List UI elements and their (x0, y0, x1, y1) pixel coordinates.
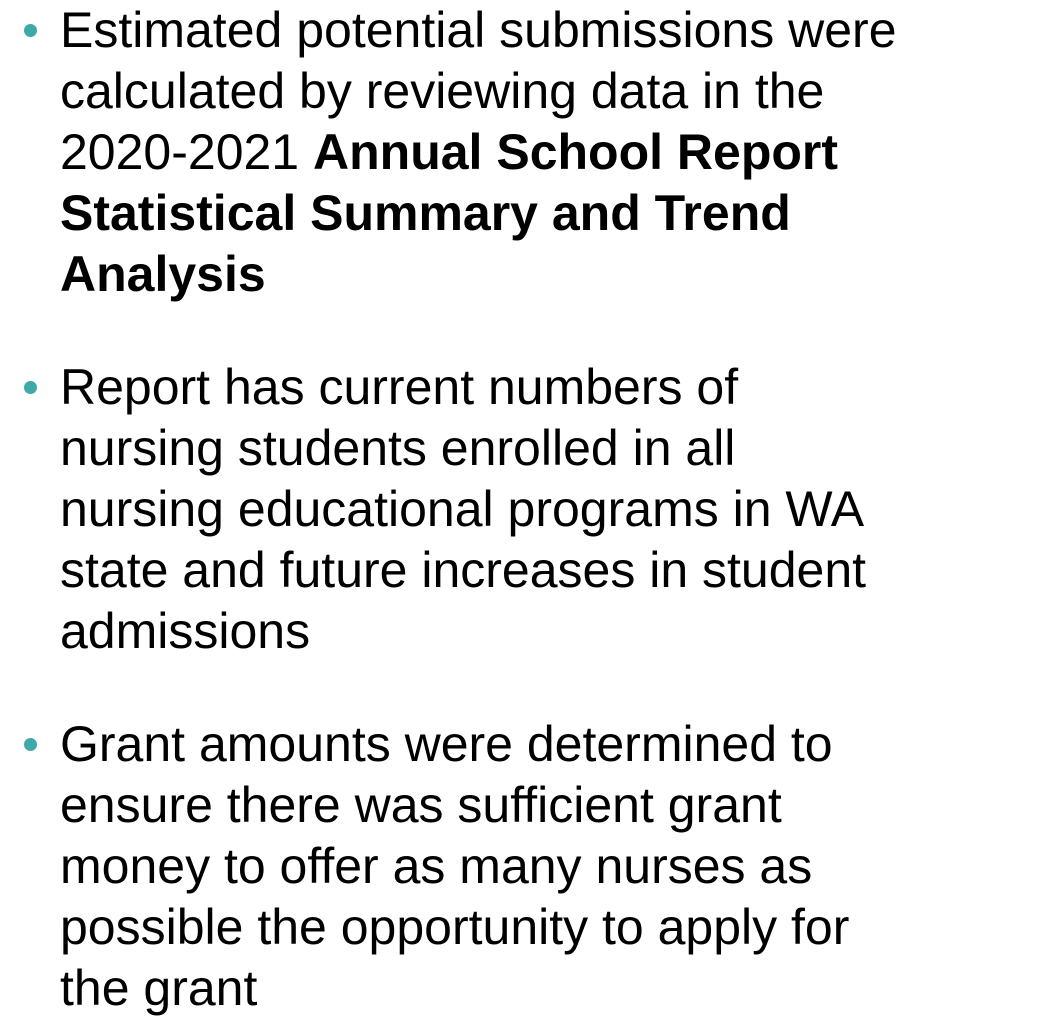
text-line: Analysis (60, 244, 1057, 305)
text-line: money to offer as many nurses as (60, 836, 1057, 897)
text-line: Statistical Summary and Trend (60, 183, 1057, 244)
text-line: Grant amounts were determined to (60, 714, 1057, 775)
bold-text: Annual School Report (313, 124, 839, 180)
text-line: nursing students enrolled in all (60, 418, 1057, 479)
text: nursing students enrolled in all (60, 420, 736, 476)
bullet-dot (24, 738, 37, 751)
text: Grant amounts were determined to (60, 716, 833, 772)
text-line: ensure there was sufficient grant (60, 775, 1057, 836)
text: 2020-2021 (60, 124, 314, 180)
bullet-item: Report has current numbers of nursing stu… (0, 357, 1057, 662)
text: calculated by reviewing data in the (60, 63, 825, 119)
text-line: 2020-2021 Annual School Report (60, 122, 1057, 183)
text: money to offer as many nurses as (60, 838, 813, 894)
text-line: the grant (60, 958, 1057, 1019)
text-line: admissions (60, 601, 1057, 662)
text: Estimated potential submissions were (60, 2, 897, 58)
text: Report has current numbers of (60, 359, 739, 415)
text-line: Estimated potential submissions were (60, 0, 1057, 61)
text: admissions (60, 603, 311, 659)
text-line: Report has current numbers of (60, 357, 1057, 418)
text-line: calculated by reviewing data in the (60, 61, 1057, 122)
bullet-item: Estimated potential submissions were calc… (0, 0, 1057, 305)
bullet-item: Grant amounts were determined to ensure t… (0, 714, 1057, 1019)
text: state and future increases in student (60, 542, 867, 598)
text: nursing educational programs in WA (60, 481, 865, 537)
bold-text: Analysis (60, 246, 266, 302)
text: ensure there was sufficient grant (60, 777, 782, 833)
bold-text: Statistical Summary and Trend (60, 185, 791, 241)
text-line: possible the opportunity to apply for (60, 897, 1057, 958)
text: the grant (60, 960, 258, 1016)
text: possible the opportunity to apply for (60, 899, 850, 955)
bullet-dot (24, 24, 37, 37)
text-line: state and future increases in student (60, 540, 1057, 601)
bullet-dot (24, 381, 37, 394)
text-line: nursing educational programs in WA (60, 479, 1057, 540)
